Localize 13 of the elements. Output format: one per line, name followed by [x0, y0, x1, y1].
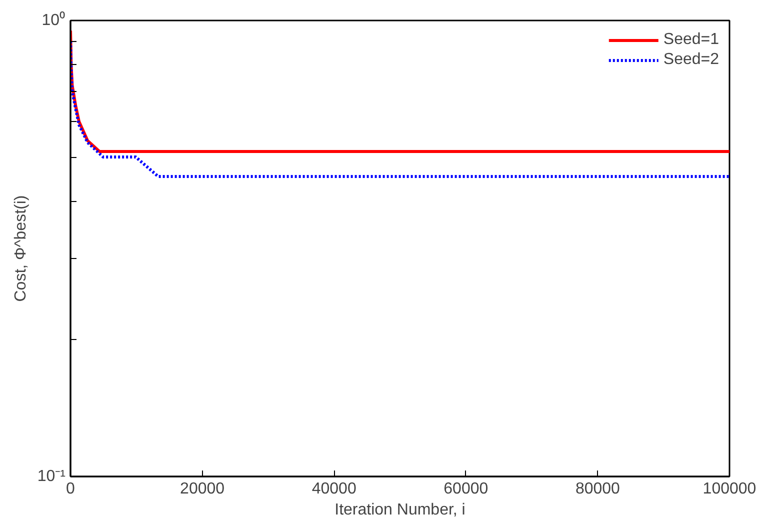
x-axis-title: Iteration Number, i — [334, 502, 466, 518]
legend-label: Seed=2 — [663, 51, 719, 69]
line-series — [70, 29, 730, 154]
x-tick-label: 100000 — [702, 480, 756, 498]
y-axis-title: Cost, Φ^best(i) — [12, 195, 30, 302]
x-tick-label: 40000 — [312, 480, 356, 498]
x-tick-label: 20000 — [180, 480, 225, 498]
x-tick-label: 60000 — [444, 480, 488, 498]
x-tick-label: 80000 — [575, 480, 620, 498]
y-tick-label: 10⁻¹ — [37, 468, 66, 485]
legend-label: Seed=1 — [663, 31, 719, 49]
y-tick-label: 10⁰ — [42, 11, 66, 29]
x-tick-label: 0 — [66, 480, 76, 498]
